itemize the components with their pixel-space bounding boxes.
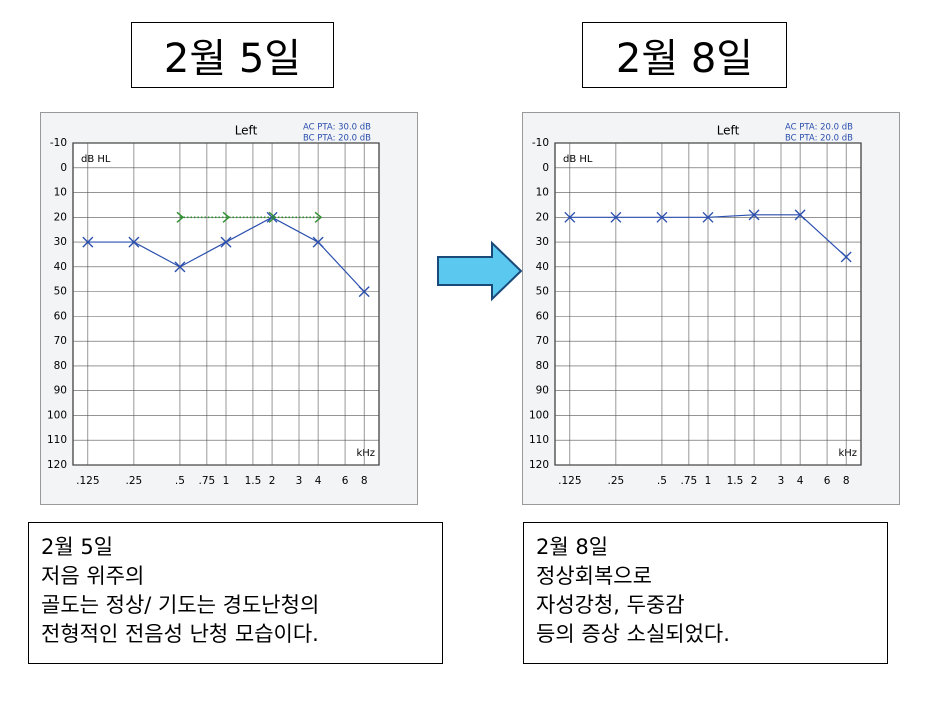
y-tick-label: 50 [536,286,549,298]
x-tick-label: 1.5 [245,475,262,487]
x-tick-label: .5 [657,475,667,487]
pta-label: BC PTA: 20.0 dB [303,134,371,144]
caption-line: 전형적인 전음성 난청 모습이다. [41,622,319,646]
x-tick-label: 6 [342,475,349,487]
data-marker [82,236,94,248]
data-marker [312,236,324,248]
y-tick-label: 40 [536,261,549,273]
x-tick-label: .75 [199,475,216,487]
y-tick-label: 70 [536,335,549,347]
y-tick-label: 50 [54,286,67,298]
pta-label: AC PTA: 30.0 dB [303,123,371,133]
caption-line: 자성강청, 두중감 [536,593,685,617]
y-tick-label: 90 [54,385,67,397]
audiogram-photo: Left AC PTA: 30.0 dB BC PTA: 20.0 dB dB HL k… [40,112,418,505]
x-tick-label: 2 [269,475,276,487]
caption-line: 골도는 정상/ 기도는 경도난청의 [41,593,320,617]
y-tick-label: 40 [54,261,67,273]
y-tick-label: 60 [536,310,549,322]
x-tick-label: 1.5 [727,475,744,487]
y-tick-label: 90 [536,385,549,397]
y-tick-label: 20 [54,211,67,223]
y-tick-label: 80 [54,360,67,372]
y-tick-label: 110 [47,434,67,446]
y-axis-label: dB HL [563,154,593,165]
y-tick-label: 30 [54,236,67,248]
pta-label: BC PTA: 20.0 dB [785,134,853,144]
y-tick-label: 0 [60,162,67,174]
y-axis-label: dB HL [81,154,111,165]
caption-line: 2월 5일 [41,535,114,559]
pta-label: AC PTA: 20.0 dB [785,123,853,133]
data-marker [656,211,668,223]
caption: 2월 8일 정상회복으로 자성강청, 두중감 등의 증상 소실되었다. [523,522,888,664]
y-tick-label: 60 [54,310,67,322]
data-marker [314,211,323,223]
y-tick-label: 10 [536,187,549,199]
y-tick-label: 100 [529,409,549,421]
x-tick-label: 4 [797,475,804,487]
y-tick-label: 100 [47,409,67,421]
data-marker [840,251,852,263]
x-tick-label: .25 [126,475,143,487]
data-marker [794,209,806,221]
x-tick-label: 1 [705,475,712,487]
x-tick-label: .125 [558,475,581,487]
y-tick-label: 30 [536,236,549,248]
x-axis-label: kHz [356,448,375,459]
y-tick-label: 0 [542,162,549,174]
data-marker [610,211,622,223]
y-tick-label: 20 [536,211,549,223]
x-tick-label: 3 [778,475,785,487]
data-marker [220,236,232,248]
caption-line: 정상회복으로 [536,564,652,588]
x-tick-label: 8 [361,475,368,487]
x-tick-label: .75 [681,475,698,487]
y-tick-label: -10 [532,137,549,149]
caption: 2월 5일 저음 위주의 골도는 정상/ 기도는 경도난청의 전형적인 전음성 … [28,522,443,664]
x-tick-label: 8 [843,475,850,487]
arrow [437,240,523,302]
y-tick-label: 110 [529,434,549,446]
y-tick-label: -10 [50,137,67,149]
y-tick-label: 10 [54,187,67,199]
caption-line: 등의 증상 소실되었다. [536,622,730,646]
data-marker [564,211,576,223]
data-marker [176,211,185,223]
y-tick-label: 70 [54,335,67,347]
y-tick-label: 120 [47,459,67,471]
audiogram-photo: Left AC PTA: 20.0 dB BC PTA: 20.0 dB dB HL k… [522,112,900,505]
caption-line: 2월 8일 [536,535,609,559]
x-tick-label: 2 [751,475,758,487]
data-marker [174,261,186,273]
chart-title: Left [235,124,258,138]
x-tick-label: 3 [296,475,303,487]
x-tick-label: 6 [824,475,831,487]
data-marker [748,209,760,221]
chart-title: Left [717,124,740,138]
x-tick-label: .125 [76,475,99,487]
heading: 2월 5일 [131,22,334,88]
data-marker [702,211,714,223]
data-marker [222,211,231,223]
data-marker [358,286,370,298]
y-tick-label: 80 [536,360,549,372]
x-tick-label: .5 [175,475,185,487]
caption-line: 저음 위주의 [41,564,145,588]
y-tick-label: 120 [529,459,549,471]
heading: 2월 8일 [582,22,787,88]
x-tick-label: 4 [315,475,322,487]
x-axis-label: kHz [838,448,857,459]
x-tick-label: 1 [223,475,230,487]
data-marker [128,236,140,248]
arrow-shape [437,240,523,302]
x-tick-label: .25 [608,475,625,487]
data-marker [268,211,277,223]
